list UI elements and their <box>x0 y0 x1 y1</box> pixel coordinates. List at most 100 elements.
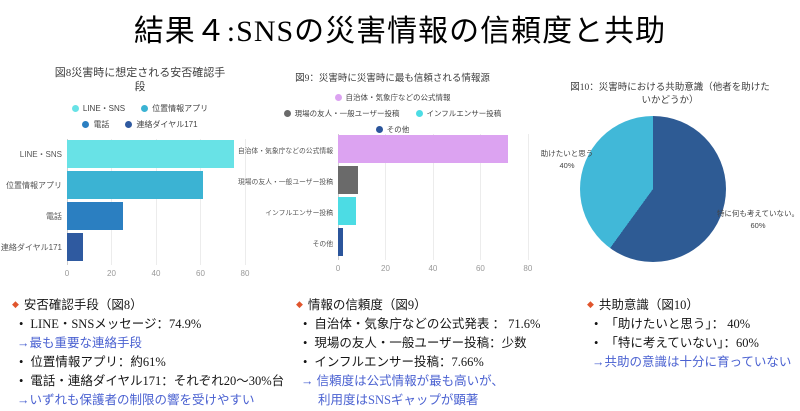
note-line: • 電話・連絡ダイヤル171：それぞれ20〜30%台 <box>19 372 290 391</box>
legend-item: LINE・SNS <box>71 103 125 114</box>
chart-fig9-legend: 自治体・気象庁などの公式情報現場の友人・一般ユーザー投稿 インフルエンサー投稿その… <box>250 92 535 135</box>
legend-row: 電話 連絡ダイヤル171 <box>82 119 198 130</box>
chart-fig8-safety-confirmation: 図8災害時に想定される安否確認手段 LINE・SNS 位置情報アプリ 電話 連絡ダイヤ… <box>1 62 265 292</box>
note-line-text: 位置情報アプリ：約61% <box>30 355 166 369</box>
legend-dot-icon <box>141 104 149 112</box>
note-line: • 自治体・気象庁などの公式発表 ： 71.6% <box>303 315 573 334</box>
legend-item: インフルエンサー投稿 <box>415 108 502 119</box>
dot-bullet-icon: • <box>303 317 308 331</box>
legend-label: 連絡ダイヤル171 <box>136 119 198 129</box>
bar-category-label-text: 自治体・気象庁などの公式情報 <box>237 147 333 155</box>
note-line-text: → 信頼度は公式情報が最も高いが、 <box>301 374 504 388</box>
dot-bullet-icon: • <box>303 355 308 369</box>
bar <box>338 166 359 194</box>
note-line: → 信頼度は公式情報が最も高いが、 <box>301 372 573 391</box>
legend-dot-icon <box>375 126 383 133</box>
pie-label-none-text: 特に何も考えていない。 <box>716 209 800 218</box>
bar <box>67 140 234 168</box>
dot-bullet-icon: • <box>19 317 24 331</box>
legend-row: 現場の友人・一般ユーザー投稿 インフルエンサー投稿 <box>283 108 502 119</box>
bar-category-label-text: 電話 <box>46 212 62 221</box>
note-line-text: →共助の意識は十分に育っていない <box>592 355 792 369</box>
note-line: • 現場の友人・一般ユーザー投稿：少数 <box>303 334 573 353</box>
legend-dot-icon <box>415 110 423 117</box>
legend-label: 現場の友人・一般ユーザー投稿 <box>294 109 400 118</box>
bar-category-label: その他 <box>250 227 338 258</box>
gridline <box>244 139 246 265</box>
note-line: →いずれも保護者の制限の響を受けやすい <box>17 391 290 410</box>
gridline <box>480 134 482 260</box>
legend-label: 自治体・気象庁などの公式情報 <box>345 93 451 102</box>
chart-fig10-mutual-aid: 図10：災害時における共助意識（他者を助けたいかどうか） 助けたいと思う 40%… <box>540 68 800 288</box>
pie-label-help-pct: 40% <box>559 160 575 170</box>
legend-item: 連絡ダイヤル171 <box>125 119 198 130</box>
chart-fig8-bars-area: 0 20 40 60 80 <box>64 139 265 287</box>
bar-category-label: 電話 <box>15 201 67 232</box>
chart-fig10-title: 図10：災害時における共助意識（他者を助けたいかどうか） <box>570 83 770 107</box>
x-tick-label: 40 <box>428 264 438 273</box>
bar <box>67 171 203 199</box>
bar <box>338 228 343 256</box>
bar-category-label: LINE・SNS <box>15 139 67 170</box>
slide-title: 結果４:SNSの災害情報の信頼度と共助 <box>133 15 667 48</box>
note-heading-text: 共助意識（図10） <box>598 298 699 312</box>
gridline <box>527 134 529 260</box>
x-tick-label: 80 <box>240 269 250 278</box>
note-line-text: 現場の友人・一般ユーザー投稿：少数 <box>314 336 527 350</box>
note-col-fig9: ◆ 情報の信頼度（図9） • 自治体・気象庁などの公式発表 ： 71.6% • 現場の友人… <box>290 296 573 410</box>
bar-category-label: 現場の友人・一般ユーザー投稿 <box>238 165 338 196</box>
bar <box>338 197 357 225</box>
note-line-text: →いずれも保護者の制限の響を受けやすい <box>17 393 255 407</box>
legend-label: その他 <box>386 125 410 134</box>
bar-category-label: 位置情報アプリ <box>6 170 67 201</box>
chart-fig8-legend: LINE・SNS 位置情報アプリ電話 連絡ダイヤル171 <box>15 103 265 130</box>
x-tick-label: 40 <box>151 269 161 278</box>
x-tick-label: 60 <box>196 269 205 278</box>
x-tick-label: 0 <box>64 269 70 278</box>
legend-dot-icon <box>125 120 133 128</box>
legend-item: 現場の友人・一般ユーザー投稿 <box>283 108 400 119</box>
chart-fig8-plot: LINE・SNS 位置情報アプリ電話連絡ダイヤル171 0 20 40 60 80 <box>1 139 265 287</box>
note-line-text: 「助けたいと思う」： 40% <box>605 317 751 331</box>
note-line-text: 利用度はSNSギャップが顕著 <box>318 393 479 407</box>
chart-fig9-bars-area: 0 20 40 60 80 <box>336 134 535 282</box>
gridline <box>200 139 202 265</box>
gridline <box>385 134 387 260</box>
legend-row: 自治体・気象庁などの公式情報 <box>334 92 451 103</box>
x-tick-label: 60 <box>475 264 485 273</box>
note-heading: ◆ 安否確認手段（図8） <box>12 296 290 315</box>
note-heading-text: 情報の信頼度（図9） <box>307 298 427 312</box>
legend-row: その他 <box>375 124 410 135</box>
diamond-bullet-icon: ◆ <box>587 299 594 309</box>
x-tick-label: 80 <box>523 264 533 273</box>
note-line: • 「特に考えていない」：60% <box>594 334 800 353</box>
legend-label: 電話 <box>93 119 110 129</box>
note-heading: ◆ 情報の信頼度（図9） <box>296 296 573 315</box>
notes: ◆ 安否確認手段（図8） • LINE・SNSメッセージ：74.9% →最も重要な連絡手… <box>0 296 800 410</box>
gridline <box>432 134 434 260</box>
bar-category-label: インフルエンサー投稿 <box>250 196 338 227</box>
pie-chart <box>580 116 726 262</box>
legend-row: LINE・SNS 位置情報アプリ <box>71 103 208 114</box>
chart-fig9-category-labels: 自治体・気象庁などの公式情報現場の友人・一般ユーザー投稿 インフルエンサー投稿 その… <box>238 134 338 282</box>
note-line-text: インフルエンサー投稿：7.66% <box>314 355 484 369</box>
bar-category-label-text: 位置情報アプリ <box>6 181 62 190</box>
x-tick-label: 20 <box>107 269 116 278</box>
note-line: • LINE・SNSメッセージ：74.9% <box>19 315 290 334</box>
note-line-text: 「特に考えていない」：60% <box>605 336 759 350</box>
note-line: • インフルエンサー投稿：7.66% <box>303 353 573 372</box>
legend-item: 電話 <box>82 119 109 130</box>
legend-item: 位置情報アプリ <box>141 103 208 114</box>
bar-category-label-text: 連絡ダイヤル171 <box>0 243 62 252</box>
pie-label-none-pct: 60% <box>750 220 766 230</box>
pie-label-help-text: 助けたいと思う <box>540 149 594 158</box>
legend-label: インフルエンサー投稿 <box>426 109 502 118</box>
legend-dot-icon <box>283 110 291 117</box>
note-line: →共助の意識は十分に育っていない <box>592 353 800 372</box>
note-heading: ◆ 共助意識（図10） <box>587 296 800 315</box>
legend-dot-icon <box>82 120 90 128</box>
diamond-bullet-icon: ◆ <box>296 299 303 309</box>
note-col-fig10: ◆ 共助意識（図10） • 「助けたいと思う」： 40% • 「特に考えていない」：60%… <box>573 296 800 410</box>
bar <box>67 233 83 261</box>
